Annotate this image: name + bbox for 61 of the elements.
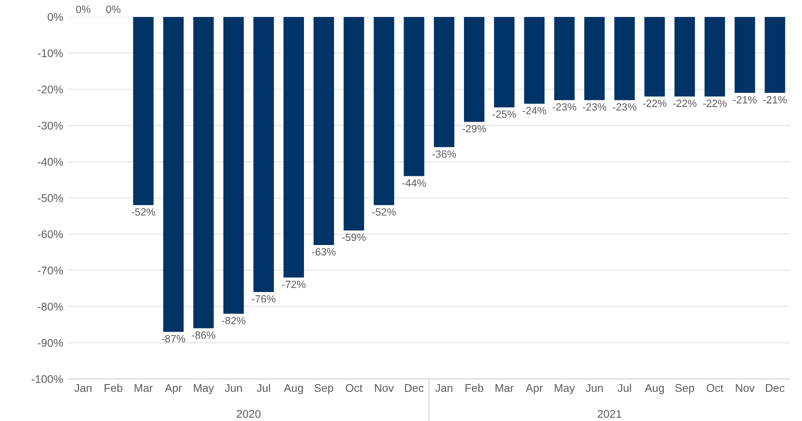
data-label: -72% <box>282 280 306 288</box>
data-label: -25% <box>492 110 516 118</box>
x-tick-label: Jan <box>74 384 92 392</box>
x-tick-label: Mar <box>134 384 153 392</box>
y-tick-label: -40% <box>38 158 63 166</box>
x-tick-label: Dec <box>405 384 424 392</box>
data-label: -52% <box>372 208 396 216</box>
y-tick-label: -70% <box>38 266 63 274</box>
data-label: -24% <box>522 106 546 114</box>
x-tick-label: Jun <box>224 384 242 392</box>
x-tick-label: Nov <box>374 384 394 392</box>
y-tick-label: -20% <box>38 86 63 94</box>
x-tick-label: Jul <box>256 384 270 392</box>
x-tick-label: Nov <box>736 384 755 392</box>
data-label: -76% <box>252 295 276 303</box>
y-tick-label: -100% <box>32 375 63 384</box>
data-label: -22% <box>673 100 696 107</box>
data-label: -87% <box>162 335 186 342</box>
x-tick-label: Dec <box>766 384 785 392</box>
y-tick-label: -80% <box>38 302 63 311</box>
x-tick-label: Apr <box>526 384 543 394</box>
data-label: -21% <box>733 96 757 104</box>
data-label: -23% <box>552 103 576 111</box>
x-tick-label: Apr <box>164 384 182 394</box>
data-label: -44% <box>402 179 426 187</box>
data-label: -36% <box>432 150 456 158</box>
data-label: -22% <box>642 100 666 107</box>
y-tick-label: -10% <box>38 49 63 58</box>
y-tick-label: -30% <box>38 122 63 130</box>
x-tick-label: Mar <box>496 384 514 392</box>
y-tick-label: 0% <box>48 13 63 21</box>
data-label: -21% <box>763 96 787 104</box>
data-label: -59% <box>342 234 366 242</box>
data-label: 0% <box>106 6 120 13</box>
data-label: -23% <box>582 103 606 111</box>
x-tick-label: Aug <box>644 384 664 394</box>
x-tick-label: May <box>554 384 575 394</box>
x-tick-label: Aug <box>284 384 303 394</box>
x-tick-label: Sep <box>675 384 694 394</box>
y-tick-label: -50% <box>38 194 63 202</box>
x-tick-label: May <box>194 384 214 394</box>
data-label: -82% <box>222 316 246 324</box>
x-tick-label: Feb <box>466 384 484 392</box>
x-tick-label: Oct <box>346 384 362 392</box>
x-tick-label: Jan <box>435 384 452 392</box>
x-tick-label: Feb <box>104 384 122 392</box>
y-tick-label: -60% <box>38 230 63 238</box>
x-tick-label: Jun <box>586 384 603 392</box>
data-label: -23% <box>612 103 636 111</box>
data-label: 0% <box>76 6 90 13</box>
data-label: -63% <box>312 248 336 256</box>
y-tick-label: -90% <box>38 338 63 347</box>
x-tick-label: Jul <box>618 384 631 392</box>
data-label: -29% <box>462 125 486 132</box>
data-label: -52% <box>132 208 156 216</box>
x-tick-label: Sep <box>314 384 334 394</box>
text: 2020 <box>236 410 261 418</box>
x-tick-label: Oct <box>706 384 724 392</box>
data-label: -86% <box>192 331 216 339</box>
data-label: -22% <box>703 100 727 107</box>
text: 2021 <box>598 410 622 418</box>
